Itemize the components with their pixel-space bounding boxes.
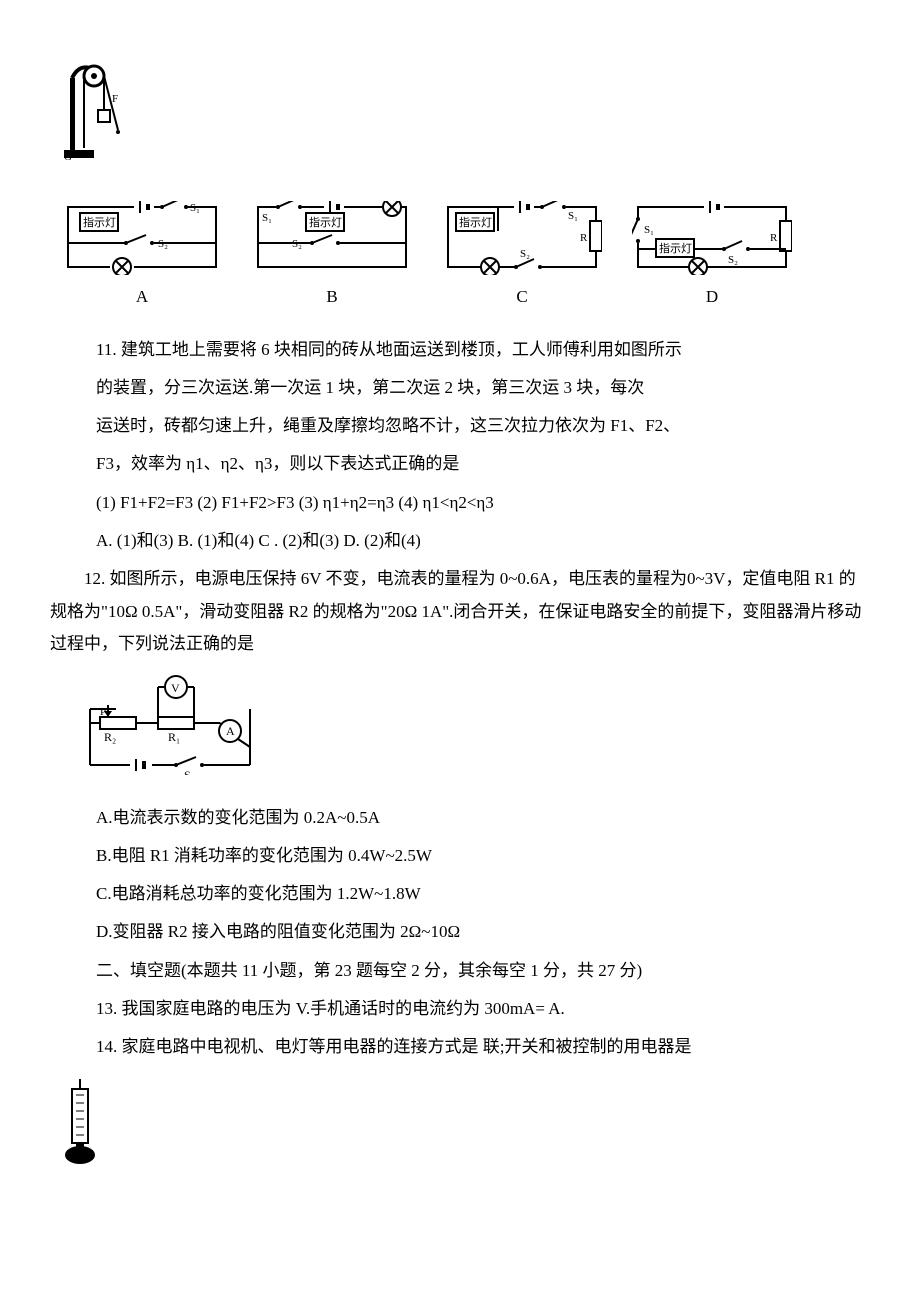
q14-text: 14. 家庭电路中电视机、电灯等用电器的连接方式是 联;开关和被控制的用电器是 bbox=[62, 1031, 870, 1063]
svg-text:S₂: S₂ bbox=[292, 238, 302, 250]
q11-stem-line4: F3，效率为 η1、η2、η3，则以下表达式正确的是 bbox=[62, 448, 870, 480]
svg-text:R: R bbox=[580, 232, 588, 244]
svg-text:指示灯: 指示灯 bbox=[309, 215, 342, 229]
circuit-label-c: C bbox=[516, 281, 527, 313]
q12-stem: 12. 如图所示，电源电压保持 6V 不变，电流表的量程为 0~0.6A，电压表… bbox=[50, 563, 870, 660]
svg-text:S₂: S₂ bbox=[728, 254, 738, 266]
q12-r2-label: R₂ bbox=[104, 730, 116, 744]
pulley-svg: G F bbox=[62, 60, 122, 160]
q12-option-b: B.电阻 R1 消耗功率的变化范围为 0.4W~2.5W bbox=[62, 840, 870, 872]
circuit-option-d: S₁ R 指示灯 S₂ D bbox=[632, 201, 792, 313]
q13-text: 13. 我国家庭电路的电压为 V.手机通话时的电流约为 300mA= A. bbox=[62, 993, 870, 1025]
pulley-figure: G F bbox=[62, 60, 870, 171]
svg-text:S₂: S₂ bbox=[520, 248, 530, 260]
spring-scale-figure bbox=[62, 1079, 870, 1180]
q11-stem-line1: 11. 建筑工地上需要将 6 块相同的砖从地面运送到楼顶，工人师傅利用如图所示 bbox=[62, 334, 870, 366]
svg-text:S₁: S₁ bbox=[262, 212, 272, 224]
svg-text:指示灯: 指示灯 bbox=[459, 215, 492, 229]
svg-text:S₁: S₁ bbox=[568, 210, 578, 222]
svg-text:G: G bbox=[64, 151, 72, 160]
q12-option-c: C.电路消耗总功率的变化范围为 1.2W~1.8W bbox=[62, 878, 870, 910]
circuit-label-a: A bbox=[136, 281, 148, 313]
section-2-header: 二、填空题(本题共 11 小题，第 23 题每空 2 分，其余每空 1 分，共 … bbox=[62, 955, 870, 987]
circuit-label-b: B bbox=[326, 281, 337, 313]
svg-text:A: A bbox=[226, 724, 235, 738]
q12-s-label: S bbox=[184, 768, 191, 775]
q11-options: A. (1)和(3) B. (1)和(4) C . (2)和(3) D. (2)… bbox=[62, 525, 870, 557]
q11-stem-line3: 运送时，砖都匀速上升，绳重及摩擦均忽略不计，这三次拉力依次为 F1、F2、 bbox=[62, 410, 870, 442]
q12-p-label: P bbox=[100, 706, 106, 718]
q12-option-d: D.变阻器 R2 接入电路的阻值变化范围为 2Ω~10Ω bbox=[62, 916, 870, 948]
circuit-option-b: S₁ 指示灯 S₂ B bbox=[252, 201, 412, 313]
circuit-label-d: D bbox=[706, 281, 718, 313]
svg-text:R: R bbox=[770, 232, 778, 244]
svg-text:S₂: S₂ bbox=[158, 238, 168, 250]
svg-text:V: V bbox=[171, 681, 180, 695]
circuit-option-a: 指示灯 S₁ S₂ A bbox=[62, 201, 222, 313]
svg-text:S₁: S₁ bbox=[644, 224, 654, 236]
svg-text:S₁: S₁ bbox=[190, 202, 200, 214]
svg-text:指示灯: 指示灯 bbox=[659, 241, 692, 255]
svg-text:指示灯: 指示灯 bbox=[83, 215, 116, 229]
circuit-option-c: 指示灯 S₁ R S₂ bbox=[442, 201, 602, 313]
q11-stem-line2: 的装置，分三次运送.第一次运 1 块，第二次运 2 块，第三次运 3 块，每次 bbox=[62, 372, 870, 404]
circuit-options-figure: 指示灯 S₁ S₂ A bbox=[62, 201, 870, 313]
q12-circuit-figure: P R₂ R₁ A V S bbox=[80, 675, 870, 786]
svg-text:F: F bbox=[112, 93, 118, 105]
q12-option-a: A.电流表示数的变化范围为 0.2A~0.5A bbox=[62, 802, 870, 834]
q12-r1-label: R₁ bbox=[168, 730, 180, 744]
q11-statements: (1) F1+F2=F3 (2) F1+F2>F3 (3) η1+η2=η3 (… bbox=[62, 487, 870, 519]
